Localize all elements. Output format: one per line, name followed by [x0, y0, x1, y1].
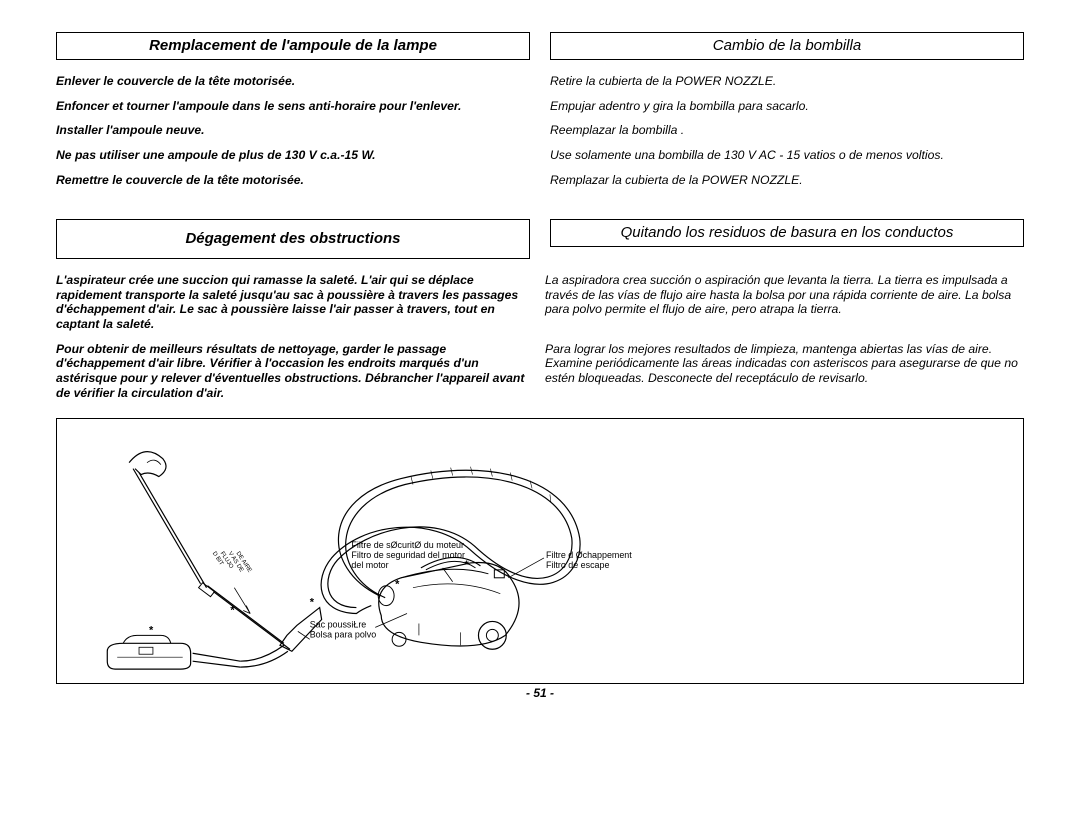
bulb-es-5: Remplazar la cubierta de la POWER NOZZLE…: [550, 173, 1024, 188]
svg-text:Filtro de seguridad del motor: Filtro de seguridad del motor: [351, 550, 465, 560]
svg-text:*: *: [310, 597, 315, 609]
bulb-fr-5: Remettre le couvercle de la tête motoris…: [56, 173, 530, 188]
bulb-fr-2: Enfoncer et tourner l'ampoule dans le se…: [56, 99, 530, 114]
bulb-es-4: Use solamente una bombilla de 130 V AC -…: [550, 148, 1024, 163]
vacuum-diagram: * * * * * D BIT FLUJO V AS DE DE AIRE Fi…: [56, 418, 1024, 684]
bulb-row-3: Installer l'ampoule neuve. Reemplazar la…: [56, 123, 1024, 138]
wand-group: * * * * *: [107, 452, 469, 669]
svg-text:Filtre d Øchappement: Filtre d Øchappement: [546, 550, 632, 560]
bulb-fr-1: Enlever le couvercle de la tête motorisé…: [56, 74, 530, 89]
bulb-fr-3: Installer l'ampoule neuve.: [56, 123, 530, 138]
clog-es-1: La aspiradora crea succión o aspiración …: [545, 273, 1024, 332]
exhaust-filter-label: Filtre d Øchappement Filtro de escape: [508, 550, 632, 578]
clog-fr-2: Pour obtenir de meilleurs résultats de n…: [56, 342, 535, 401]
svg-text:*: *: [465, 559, 470, 571]
clog-para-row-2: Pour obtenir de meilleurs résultats de n…: [56, 342, 1024, 411]
page-number: - 51 -: [56, 686, 1024, 700]
svg-text:*: *: [395, 579, 400, 591]
svg-text:Filtre de sØcuritØ du moteur: Filtre de sØcuritØ du moteur: [351, 540, 464, 550]
svg-text:*: *: [149, 625, 154, 637]
svg-text:*: *: [230, 605, 235, 617]
bulb-row-2: Enfoncer et tourner l'ampoule dans le se…: [56, 99, 1024, 114]
header-fr-clog: Dégagement des obstructions: [56, 219, 530, 259]
svg-text:Sac poussiŁre: Sac poussiŁre: [310, 620, 367, 630]
header-fr-bulb: Remplacement de l'ampoule de la lampe: [56, 32, 530, 60]
clog-header-row: Dégagement des obstructions Quitando los…: [56, 219, 1024, 273]
dust-bag-label: Sac poussiŁre Bolsa para polvo: [310, 614, 407, 640]
bulb-fr-4: Ne pas utiliser une ampoule de plus de 1…: [56, 148, 530, 163]
svg-text:Filtro de escape: Filtro de escape: [546, 560, 610, 570]
header-es-clog: Quitando los residuos de basura en los c…: [550, 219, 1024, 247]
clog-fr-1: L'aspirateur crée une succion qui ramass…: [56, 273, 535, 332]
bulb-es-2: Empujar adentro y gira la bombilla para …: [550, 99, 1024, 114]
svg-text:Bolsa para polvo: Bolsa para polvo: [310, 630, 376, 640]
header-es-bulb: Cambio de la bombilla: [550, 32, 1024, 60]
clog-para-row-1: L'aspirateur crée une succion qui ramass…: [56, 273, 1024, 342]
bulb-row-5: Remettre le couvercle de la tête motoris…: [56, 173, 1024, 188]
bulb-row-1: Enlever le couvercle de la tête motorisé…: [56, 74, 1024, 89]
bulb-row-4: Ne pas utiliser une ampoule de plus de 1…: [56, 148, 1024, 163]
vacuum-svg: * * * * * D BIT FLUJO V AS DE DE AIRE Fi…: [57, 419, 1023, 683]
svg-text:del motor: del motor: [351, 560, 388, 570]
bulb-es-3: Reemplazar la bombilla .: [550, 123, 1024, 138]
page-container: Remplacement de l'ampoule de la lampe Ca…: [56, 32, 1024, 826]
clog-es-2: Para lograr los mejores resultados de li…: [545, 342, 1024, 401]
bulb-header-row: Remplacement de l'ampoule de la lampe Ca…: [56, 32, 1024, 74]
bulb-es-1: Retire la cubierta de la POWER NOZZLE.: [550, 74, 1024, 89]
